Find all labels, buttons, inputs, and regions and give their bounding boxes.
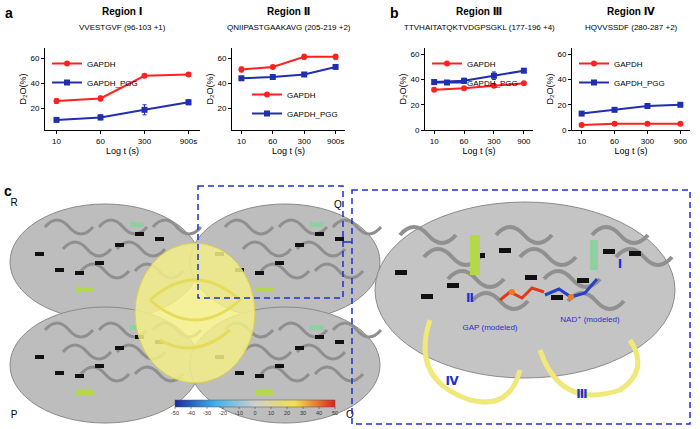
- svg-text:-50: -50: [171, 410, 179, 416]
- svg-text:0: 0: [253, 410, 256, 416]
- svg-text:20: 20: [217, 104, 226, 113]
- svg-text:GAPDH: GAPDH: [467, 60, 496, 69]
- svg-text:D₂O(%): D₂O(%): [18, 74, 28, 105]
- svg-text:R: R: [10, 197, 17, 208]
- svg-text:Log t (s): Log t (s): [272, 146, 305, 156]
- svg-text:D₂O(%): D₂O(%): [398, 74, 408, 105]
- svg-text:10: 10: [430, 137, 439, 146]
- svg-text:c: c: [4, 183, 12, 199]
- svg-text:TTVHAITATQKTVDGPSGKL (177-196: TTVHAITATQKTVDGPSGKL (177-196 +4): [404, 23, 555, 32]
- svg-text:GAPDH: GAPDH: [287, 91, 316, 100]
- svg-text:D₂O(%): D₂O(%): [545, 74, 555, 105]
- svg-text:Log t (s): Log t (s): [462, 146, 495, 156]
- svg-text:20: 20: [284, 410, 290, 416]
- svg-text:40: 40: [557, 75, 566, 84]
- svg-text:NAD⁺ (modeled): NAD⁺ (modeled): [560, 315, 620, 324]
- svg-text:40: 40: [30, 79, 39, 88]
- svg-text:GAPDH: GAPDH: [614, 60, 643, 69]
- svg-text:60: 60: [30, 54, 39, 63]
- svg-text:QNIIPASTGAAKAVG (205-219 +2): QNIIPASTGAAKAVG (205-219 +2): [227, 23, 351, 32]
- svg-text:Region Ⅰ: Region Ⅰ: [102, 6, 142, 17]
- svg-text:300: 300: [138, 137, 152, 146]
- svg-text:300: 300: [298, 137, 312, 146]
- svg-text:Region Ⅱ: Region Ⅱ: [267, 6, 310, 17]
- svg-text:20: 20: [557, 101, 566, 110]
- svg-text:900: 900: [674, 137, 688, 146]
- svg-text:b: b: [390, 5, 399, 21]
- svg-text:VVESTGVF (96-103 +1): VVESTGVF (96-103 +1): [79, 23, 166, 32]
- svg-text:HQVVSSDF (280-287 +2): HQVVSSDF (280-287 +2): [585, 23, 678, 32]
- svg-text:Ⅱ: Ⅱ: [466, 291, 474, 305]
- svg-text:GAPDH: GAPDH: [87, 60, 116, 69]
- svg-text:60: 60: [268, 137, 277, 146]
- svg-text:60: 60: [557, 50, 566, 59]
- svg-text:Ⅰ: Ⅰ: [618, 257, 622, 271]
- svg-text:60: 60: [610, 137, 619, 146]
- svg-text:60: 60: [217, 54, 226, 63]
- svg-text:GAP (modeled): GAP (modeled): [463, 323, 518, 332]
- svg-text:10: 10: [268, 410, 274, 416]
- svg-text:60: 60: [410, 50, 419, 59]
- svg-text:Region Ⅲ: Region Ⅲ: [456, 6, 502, 17]
- svg-text:-10: -10: [235, 410, 243, 416]
- svg-text:-30: -30: [203, 410, 211, 416]
- svg-text:GAPDH_PGG: GAPDH_PGG: [287, 110, 338, 119]
- svg-text:900s: 900s: [327, 137, 344, 146]
- svg-text:Ⅳ: Ⅳ: [445, 374, 459, 388]
- svg-text:60: 60: [460, 137, 469, 146]
- svg-text:-40: -40: [187, 410, 195, 416]
- svg-text:300: 300: [641, 137, 655, 146]
- svg-text:10: 10: [237, 137, 246, 146]
- svg-text:10: 10: [52, 137, 61, 146]
- svg-text:300: 300: [487, 137, 501, 146]
- svg-text:Ⅲ: Ⅲ: [576, 387, 587, 401]
- svg-text:20: 20: [30, 104, 39, 113]
- svg-text:10: 10: [577, 137, 586, 146]
- svg-text:GAPDH_PGG: GAPDH_PGG: [467, 79, 518, 88]
- svg-text:40: 40: [410, 75, 419, 84]
- svg-text:900: 900: [517, 137, 531, 146]
- svg-text:P: P: [11, 409, 18, 420]
- svg-text:Region Ⅳ: Region Ⅳ: [607, 6, 655, 17]
- svg-text:-20: -20: [219, 410, 227, 416]
- svg-text:40: 40: [316, 410, 322, 416]
- svg-text:60: 60: [96, 137, 105, 146]
- svg-text:0: 0: [562, 126, 567, 135]
- svg-text:Q: Q: [334, 199, 342, 210]
- svg-text:O: O: [346, 409, 354, 420]
- svg-text:50: 50: [332, 410, 338, 416]
- svg-text:30: 30: [300, 410, 306, 416]
- svg-text:GAPDH_PGG: GAPDH_PGG: [87, 79, 138, 88]
- svg-text:a: a: [5, 5, 13, 21]
- svg-text:Log t (s): Log t (s): [614, 146, 647, 156]
- svg-text:Log t (s): Log t (s): [106, 146, 139, 156]
- svg-text:D₂O(%): D₂O(%): [205, 74, 215, 105]
- svg-text:900s: 900s: [180, 137, 197, 146]
- svg-text:GAPDH_PGG: GAPDH_PGG: [614, 79, 665, 88]
- svg-text:20: 20: [410, 101, 419, 110]
- svg-text:0: 0: [415, 126, 420, 135]
- svg-text:40: 40: [217, 79, 226, 88]
